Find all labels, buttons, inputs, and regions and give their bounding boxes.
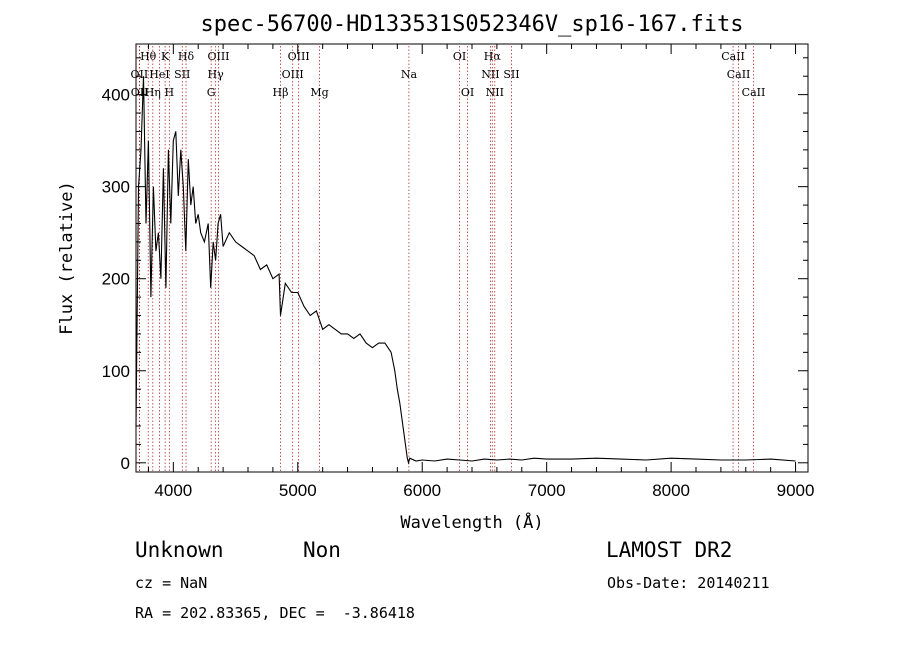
y-axis-label: Flux (relative): [57, 181, 77, 335]
line-label: OIII: [288, 50, 310, 63]
sky-coordinates: RA = 202.83365, DEC = -3.86418: [135, 604, 415, 622]
line-label: Hη: [145, 86, 161, 99]
line-label: H: [165, 86, 175, 99]
y-axis: 0 100 200 300 400: [102, 57, 808, 473]
y-tick-label: 0: [121, 454, 130, 473]
line-label: SII: [174, 68, 190, 81]
x-tick-label: 4000: [154, 481, 192, 500]
line-label: Hθ: [140, 50, 157, 63]
observation-date: Obs-Date: 20140211: [607, 574, 770, 592]
spectrum-series: [135, 76, 796, 465]
line-label: HeI: [149, 68, 169, 81]
x-axis: 4000 5000 6000 7000 8000 9000: [147, 44, 815, 500]
line-label: Na: [401, 68, 418, 81]
line-label: Hδ: [178, 50, 195, 63]
y-tick-label: 100: [102, 362, 130, 381]
x-tick-label: 5000: [279, 481, 317, 500]
line-label: CaII: [727, 68, 751, 81]
survey-name: LAMOST DR2: [606, 538, 733, 562]
plot-frame: [135, 43, 809, 473]
x-tick-label: 8000: [652, 481, 690, 500]
x-tick-label: 7000: [528, 481, 566, 500]
y-tick-label: 300: [102, 178, 130, 197]
y-tick-label: 400: [102, 86, 130, 105]
object-class: Unknown: [135, 538, 224, 562]
y-tick-label: 200: [102, 270, 130, 289]
line-label: K: [161, 50, 170, 63]
x-axis-label: Wavelength (Å): [400, 511, 543, 533]
line-label: Hα: [484, 50, 502, 63]
line-label: CaII: [721, 50, 745, 63]
line-label: OIII: [282, 68, 304, 81]
line-label: NII: [481, 68, 499, 81]
line-label: OIII: [207, 50, 229, 63]
line-label: NII: [486, 86, 504, 99]
line-label: Hβ: [273, 86, 289, 99]
line-label: SII: [503, 68, 519, 81]
line-label: OI: [461, 86, 474, 99]
x-tick-label: 6000: [403, 481, 441, 500]
x-tick-label: 9000: [777, 481, 815, 500]
redshift-cz: cz = NaN: [135, 574, 208, 592]
object-subclass: Non: [303, 538, 341, 562]
line-label: Mg: [310, 86, 328, 99]
line-label: CaII: [742, 86, 766, 99]
chart-title: spec-56700-HD133531S052346V_sp16-167.fit…: [200, 12, 743, 37]
line-label: Hγ: [208, 68, 225, 81]
line-label: G: [207, 86, 216, 99]
line-label: OI: [453, 50, 466, 63]
